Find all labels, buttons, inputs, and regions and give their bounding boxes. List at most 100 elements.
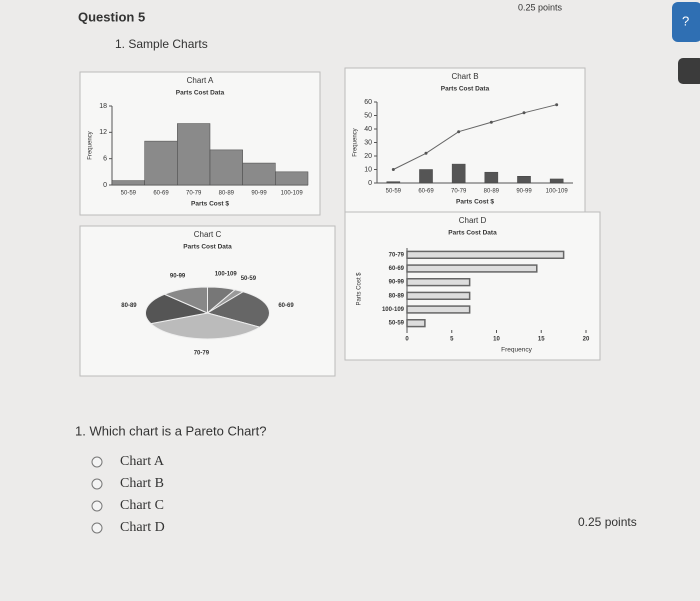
section-title: 1. Sample Charts — [115, 37, 208, 51]
bar — [406, 291, 471, 300]
pie-label: 60-69 — [278, 303, 294, 309]
points: 0.25 points — [518, 2, 563, 12]
pie-label: 90-99 — [170, 273, 186, 279]
x-tick-label: 70-79 — [186, 191, 202, 197]
footer-points: 0.25 points — [578, 515, 637, 529]
y-tick-label: 60 — [364, 99, 372, 106]
chart-subtitle: Parts Cost Data — [176, 90, 225, 97]
x-tick-label: 60-69 — [418, 189, 434, 195]
bar — [209, 149, 243, 186]
y-tick-label: 0 — [103, 182, 107, 189]
y-tick-label: 80-89 — [389, 293, 405, 299]
x-tick-label: 10 — [493, 337, 500, 343]
x-axis-label: Parts Cost $ — [191, 201, 229, 208]
bar — [386, 181, 401, 184]
x-axis-label: Frequency — [501, 347, 532, 354]
y-tick-label: 60-69 — [389, 266, 405, 272]
chart-title: Chart D — [459, 216, 487, 225]
cumulative-line — [393, 104, 557, 170]
x-tick-label: 80-89 — [484, 189, 500, 195]
option-label[interactable]: Chart A — [120, 454, 165, 469]
y-axis-label: Parts Cost $ — [357, 272, 363, 306]
pie-slice — [149, 312, 261, 340]
pie-label: 50-59 — [241, 276, 257, 282]
x-tick-label: 15 — [538, 337, 545, 343]
y-tick-label: 6 — [103, 156, 107, 163]
chart-subtitle: Parts Cost Data — [441, 86, 490, 93]
y-tick-label: 12 — [99, 129, 107, 136]
pie-slice — [206, 291, 270, 328]
radio-button[interactable] — [91, 478, 103, 490]
x-tick-label: 100-109 — [546, 189, 569, 195]
bar — [419, 169, 433, 184]
y-tick-label: 40 — [364, 126, 372, 133]
x-tick-label: 60-69 — [153, 191, 169, 197]
x-tick-label: 90-99 — [251, 191, 267, 197]
line-marker — [489, 120, 493, 124]
bar — [406, 264, 538, 273]
radio-button[interactable] — [91, 456, 103, 468]
bar — [177, 123, 211, 186]
radio-button[interactable] — [91, 500, 103, 512]
pie-slice — [163, 286, 208, 314]
option-label[interactable]: Chart B — [120, 476, 164, 491]
bar — [242, 162, 276, 186]
y-tick-label: 30 — [364, 139, 372, 146]
option-label[interactable]: Chart D — [120, 520, 165, 535]
y-tick-label: 70-79 — [389, 252, 405, 258]
y-tick-label: 100-109 — [382, 307, 405, 313]
pie-slice — [145, 293, 210, 325]
bar — [111, 180, 145, 186]
line-marker — [555, 103, 559, 107]
bar — [406, 278, 471, 287]
y-tick-label: 18 — [99, 103, 107, 110]
x-tick-label: 5 — [450, 337, 454, 343]
line-marker — [457, 130, 461, 134]
bar — [406, 319, 426, 328]
bar — [275, 171, 309, 186]
help-button[interactable] — [672, 2, 700, 42]
bar — [144, 140, 178, 186]
x-tick-label: 70-79 — [451, 189, 467, 195]
question-heading: Question 5 — [78, 9, 145, 24]
pie-label: 70-79 — [194, 350, 210, 356]
bar — [484, 171, 499, 184]
x-tick-label: 100-109 — [281, 191, 304, 197]
pie-label: 100-109 — [215, 272, 238, 278]
option-label[interactable]: Chart C — [120, 498, 164, 513]
bar — [517, 176, 531, 184]
question-text: 1. Which chart is a Pareto Chart? — [75, 423, 266, 438]
x-tick-label: 20 — [583, 337, 590, 343]
y-tick-label: 90-99 — [389, 280, 405, 286]
line-marker — [522, 111, 526, 115]
y-tick-label: 50-59 — [389, 321, 405, 327]
line-marker — [391, 168, 395, 171]
chart-subtitle: Parts Cost Data — [183, 244, 232, 251]
x-tick-label: 90-99 — [516, 189, 532, 195]
x-tick-label: 50-59 — [386, 189, 402, 195]
line-marker — [424, 151, 428, 155]
chart-title: Chart A — [187, 76, 214, 85]
y-axis-label: Frequency — [353, 128, 359, 156]
chart-subtitle: Parts Cost Data — [448, 230, 497, 237]
y-tick-label: 20 — [364, 153, 372, 160]
chart-title: Chart B — [451, 72, 478, 81]
bar — [451, 163, 466, 184]
y-axis-label: Frequency — [88, 131, 94, 159]
y-tick-label: 50 — [364, 112, 372, 119]
bar — [406, 250, 565, 260]
x-tick-label: 0 — [405, 337, 409, 343]
x-tick-label: 80-89 — [219, 191, 235, 197]
y-tick-label: 0 — [368, 180, 372, 187]
x-tick-label: 50-59 — [121, 191, 137, 197]
radio-button[interactable] — [91, 522, 103, 534]
x-axis-label: Parts Cost $ — [456, 199, 494, 206]
side-button[interactable] — [678, 58, 700, 84]
chart-title: Chart C — [194, 230, 222, 239]
help-icon: ? — [682, 13, 689, 28]
chart-frame — [344, 67, 586, 214]
chart-frame — [344, 211, 601, 361]
y-tick-label: 10 — [364, 166, 372, 173]
pie-label: 80-89 — [121, 303, 137, 309]
